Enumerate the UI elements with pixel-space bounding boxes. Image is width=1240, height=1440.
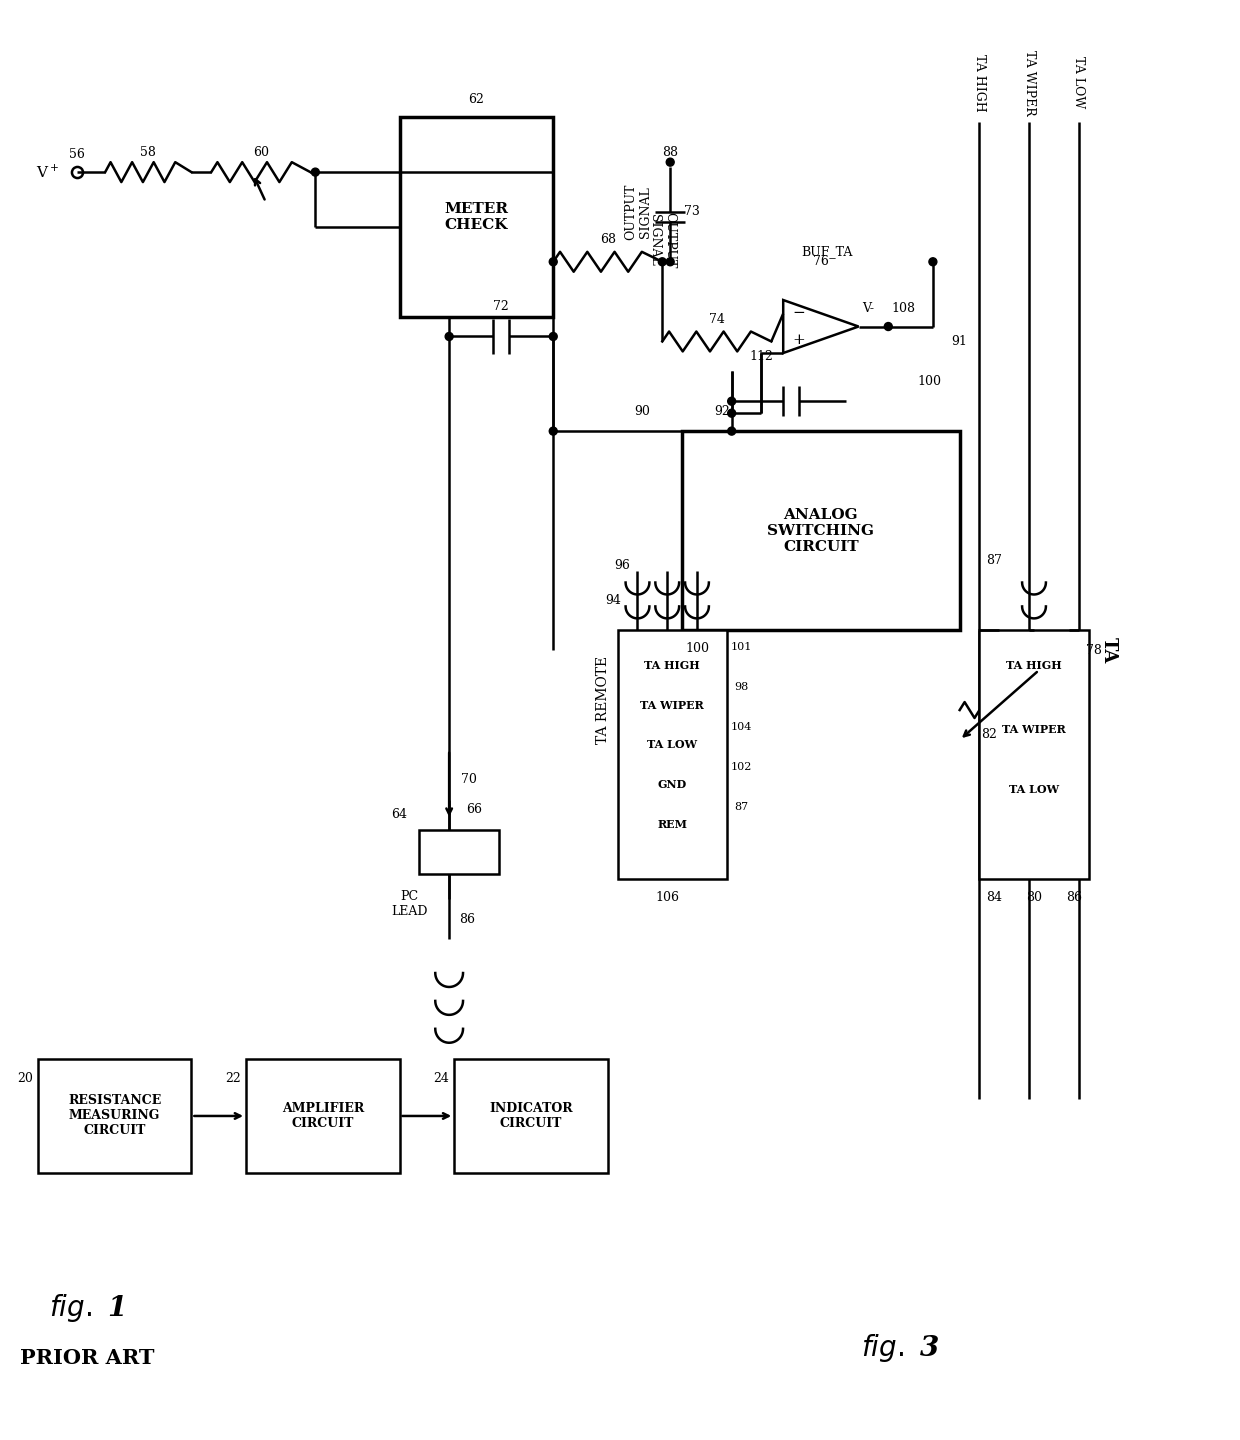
- Text: 91: 91: [952, 336, 967, 348]
- Bar: [980, 631, 1089, 880]
- Circle shape: [728, 397, 735, 405]
- Circle shape: [549, 428, 557, 435]
- Text: TA WIPER: TA WIPER: [640, 700, 704, 710]
- Text: TA: TA: [1100, 636, 1117, 664]
- Circle shape: [445, 333, 453, 340]
- Bar: [682, 431, 960, 631]
- Text: 112: 112: [749, 350, 774, 363]
- Text: 73: 73: [684, 206, 699, 219]
- Circle shape: [884, 323, 893, 331]
- Text: +: +: [792, 333, 805, 347]
- Bar: [399, 117, 553, 317]
- Text: 88: 88: [662, 145, 678, 158]
- Text: 90: 90: [635, 405, 651, 418]
- Text: 82: 82: [982, 729, 997, 742]
- Text: $\it{fig.}$ 3: $\it{fig.}$ 3: [861, 1332, 940, 1364]
- Text: 20: 20: [17, 1073, 32, 1086]
- Text: TA LOW: TA LOW: [647, 739, 697, 750]
- Text: 92: 92: [714, 405, 729, 418]
- Text: 87: 87: [734, 802, 749, 812]
- Text: 87: 87: [986, 554, 1002, 567]
- Text: METER
CHECK: METER CHECK: [444, 202, 508, 232]
- Text: 74: 74: [709, 312, 724, 325]
- Bar: [618, 631, 727, 880]
- Text: $\it{fig.}$ 1: $\it{fig.}$ 1: [50, 1292, 125, 1323]
- Text: TA HIGH: TA HIGH: [973, 53, 986, 111]
- Text: 68: 68: [600, 233, 616, 246]
- Bar: [454, 1058, 608, 1174]
- Text: PRIOR ART: PRIOR ART: [20, 1348, 155, 1368]
- Bar: [37, 1058, 191, 1174]
- Text: TA HIGH: TA HIGH: [1006, 660, 1061, 671]
- Text: 98: 98: [734, 683, 749, 693]
- Circle shape: [311, 168, 319, 176]
- Text: 60: 60: [253, 145, 269, 158]
- Text: 70: 70: [461, 773, 477, 786]
- Circle shape: [658, 258, 666, 266]
- Text: GND: GND: [657, 779, 687, 791]
- Circle shape: [728, 428, 735, 435]
- Text: V-: V-: [863, 302, 874, 315]
- Text: TA REMOTE: TA REMOTE: [595, 657, 610, 744]
- Circle shape: [728, 409, 735, 418]
- Text: RESISTANCE
MEASURING
CIRCUIT: RESISTANCE MEASURING CIRCUIT: [68, 1094, 161, 1138]
- Text: 76: 76: [813, 255, 828, 268]
- Text: 108: 108: [892, 302, 915, 315]
- Text: −: −: [792, 307, 805, 320]
- Text: 24: 24: [433, 1073, 449, 1086]
- Text: 100: 100: [918, 374, 942, 387]
- Text: 86: 86: [1065, 891, 1081, 904]
- Text: TA LOW: TA LOW: [1073, 56, 1085, 108]
- Text: TA LOW: TA LOW: [1009, 785, 1059, 795]
- Text: AMPLIFIER
CIRCUIT: AMPLIFIER CIRCUIT: [281, 1102, 363, 1130]
- Text: INDICATOR
CIRCUIT: INDICATOR CIRCUIT: [489, 1102, 573, 1130]
- Text: REM: REM: [657, 819, 687, 829]
- Text: 104: 104: [730, 721, 753, 732]
- Circle shape: [666, 258, 675, 266]
- Text: 84: 84: [986, 891, 1002, 904]
- Text: 102: 102: [730, 762, 753, 772]
- Text: 100: 100: [684, 642, 709, 655]
- Text: V$^+$: V$^+$: [36, 164, 60, 181]
- Text: TA HIGH: TA HIGH: [645, 660, 701, 671]
- Text: 56: 56: [69, 148, 86, 161]
- Circle shape: [666, 158, 675, 166]
- Text: 106: 106: [655, 891, 680, 904]
- Circle shape: [549, 258, 557, 266]
- Text: 94: 94: [605, 593, 621, 608]
- Text: OUTPUT
SIGNAL: OUTPUT SIGNAL: [625, 184, 652, 240]
- Text: 66: 66: [466, 804, 482, 816]
- Text: 80: 80: [1025, 891, 1042, 904]
- Text: 78: 78: [1085, 644, 1101, 657]
- Bar: [246, 1058, 399, 1174]
- Text: TA WIPER: TA WIPER: [1023, 49, 1035, 115]
- Text: 62: 62: [469, 94, 485, 107]
- Text: 86: 86: [459, 913, 475, 926]
- Text: 64: 64: [392, 808, 408, 821]
- Circle shape: [929, 258, 937, 266]
- Text: 22: 22: [226, 1073, 241, 1086]
- Text: PC
LEAD: PC LEAD: [392, 890, 428, 919]
- Text: 96: 96: [615, 559, 631, 572]
- Text: TA WIPER: TA WIPER: [1002, 724, 1066, 736]
- Circle shape: [549, 333, 557, 340]
- Text: OUTPUT
SIGNAL: OUTPUT SIGNAL: [649, 212, 676, 268]
- Bar: [419, 829, 498, 874]
- Text: 58: 58: [140, 145, 156, 158]
- Text: 101: 101: [730, 642, 753, 652]
- Text: 72: 72: [494, 300, 510, 312]
- Text: BUF_TA: BUF_TA: [801, 245, 852, 258]
- Text: ANALOG
SWITCHING
CIRCUIT: ANALOG SWITCHING CIRCUIT: [768, 507, 874, 554]
